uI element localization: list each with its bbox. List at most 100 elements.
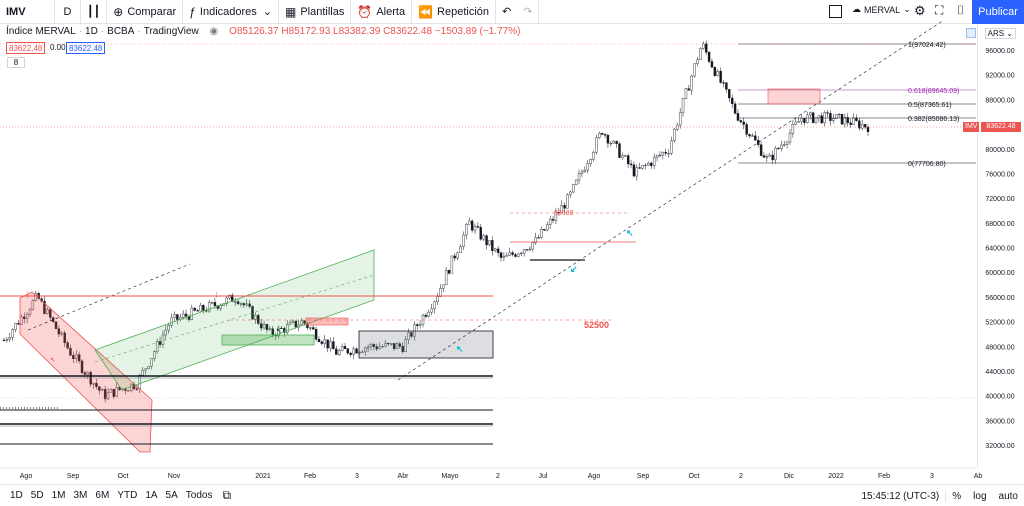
range-button-1d[interactable]: 1D [10, 490, 23, 501]
layout-name: MERVAL [864, 4, 901, 15]
range-button-todos[interactable]: Todos [185, 490, 213, 501]
replay-button[interactable]: ⏪ Repetición [412, 0, 497, 24]
percent-toggle[interactable]: % [945, 490, 967, 502]
publish-button[interactable]: Publicar [972, 0, 1024, 24]
time-tick-17: Feb [878, 473, 890, 480]
candle-body [733, 103, 737, 114]
camera-icon[interactable]: ⌷ [957, 3, 965, 17]
candle-body [80, 360, 84, 373]
log-toggle[interactable]: log [973, 490, 987, 502]
candle-body [63, 332, 66, 344]
currency-selector[interactable]: ARS ⌄ [984, 28, 1016, 39]
fib-label-0: 0(77706.80) [908, 161, 946, 168]
time-tick-16: 2022 [828, 473, 844, 480]
candle-body [225, 297, 228, 304]
candle-body [158, 341, 162, 345]
candle-body [265, 324, 269, 330]
candle-body [676, 124, 679, 130]
fullscreen-icon[interactable]: ⛶ [935, 3, 944, 17]
last-price-symbol-label: IMV [963, 122, 980, 132]
fib-label-05: 0.5(87365.61) [908, 102, 952, 109]
fullscreen-box-button[interactable] [829, 5, 842, 18]
candle-body [598, 133, 601, 138]
time-tick-15: Dic [784, 473, 795, 480]
long-dashed-trendline [397, 19, 945, 381]
eye-icon[interactable]: ◉ [209, 26, 219, 37]
compare-label: Comparar [127, 5, 177, 18]
candle-body [283, 328, 286, 333]
candle-body [543, 229, 546, 231]
buy-price-box[interactable]: 83622.48 [66, 42, 106, 54]
range-button-5d[interactable]: 5D [30, 490, 44, 501]
range-button-6m[interactable]: 6M [95, 490, 110, 501]
candle-body [762, 155, 766, 158]
gear-icon[interactable]: ⚙ [914, 3, 926, 18]
range-button-3m[interactable]: 3M [73, 490, 88, 501]
templates-button[interactable]: ▦ Plantillas [279, 0, 352, 24]
candle-body [135, 388, 139, 390]
compare-button[interactable]: ⊕ Comparar [107, 0, 184, 24]
candle-body [323, 339, 326, 344]
candle-body [210, 302, 214, 304]
indicators-button[interactable]: ƒ Indicadores ⌄ [183, 0, 279, 24]
candle-body [271, 328, 274, 335]
candle-body [468, 220, 471, 225]
candle-body [453, 255, 456, 259]
candle-body [658, 154, 662, 157]
range-button-1a[interactable]: 1A [145, 490, 158, 501]
candle-body [569, 191, 572, 195]
annotation-69688: 69688 [554, 210, 574, 217]
candle-body [863, 124, 867, 128]
candle-body [780, 144, 783, 149]
red-zone-small [305, 317, 349, 326]
candle-body [502, 256, 506, 258]
candle-body [387, 342, 390, 345]
candle-body [751, 135, 754, 137]
range-button-1m[interactable]: 1M [51, 490, 66, 501]
price-axis-panel[interactable] [977, 24, 1024, 468]
candle-body [129, 383, 133, 391]
candle-body [101, 389, 104, 391]
alert-button[interactable]: ⏰ Alerta [351, 0, 413, 24]
candle-body [219, 305, 222, 309]
layout-selector[interactable]: ☁ MERVAL ⌄ [852, 4, 911, 15]
range-button-ytd[interactable]: YTD [117, 490, 138, 501]
clock[interactable]: 15:45:12 (UTC-3) [861, 490, 940, 502]
bar-style-button[interactable]: ┃┃ [81, 0, 108, 24]
candle-body [693, 63, 696, 77]
candle-body [855, 117, 858, 121]
sell-price-box[interactable]: 83622.48 [6, 42, 46, 54]
interval-selector[interactable]: D [55, 0, 81, 24]
candle-body [858, 120, 861, 129]
candle-body [25, 314, 29, 319]
candle-body [814, 117, 818, 123]
undo-button[interactable]: ↶ [496, 0, 517, 24]
candle-body [274, 334, 277, 337]
bottom-toolbar: 1D 5D 1M 3M 6M YTD 1A 5A Todos ⧉ 15:45:12 (UTC-3… [0, 484, 1024, 506]
candle-body [242, 303, 246, 306]
candle-body [485, 235, 488, 246]
candle-body [462, 234, 465, 247]
collapse-legend-button[interactable]: 8 [7, 57, 25, 68]
chevron-down-icon: ⌄ [262, 6, 272, 18]
candle-body [548, 219, 552, 225]
candle-body [442, 284, 445, 289]
auto-toggle[interactable]: auto [998, 490, 1018, 502]
candle-body [231, 294, 234, 302]
candle-body [294, 320, 298, 328]
range-button-5a[interactable]: 5A [165, 490, 178, 501]
candle-body [707, 51, 711, 62]
candle-body [716, 70, 719, 76]
axis-settings-icon[interactable] [966, 28, 976, 38]
time-tick-11: Ago [588, 473, 601, 480]
symbol-search[interactable]: IMV [0, 0, 55, 24]
candle-body [69, 347, 72, 356]
candle-body [603, 134, 607, 136]
calendar-icon[interactable]: ⧉ [222, 488, 232, 502]
candle-body [248, 303, 251, 307]
candle-body [161, 334, 165, 345]
candle-body [470, 220, 474, 231]
redo-button[interactable]: ↷ [517, 0, 540, 24]
candle-body [199, 304, 202, 312]
